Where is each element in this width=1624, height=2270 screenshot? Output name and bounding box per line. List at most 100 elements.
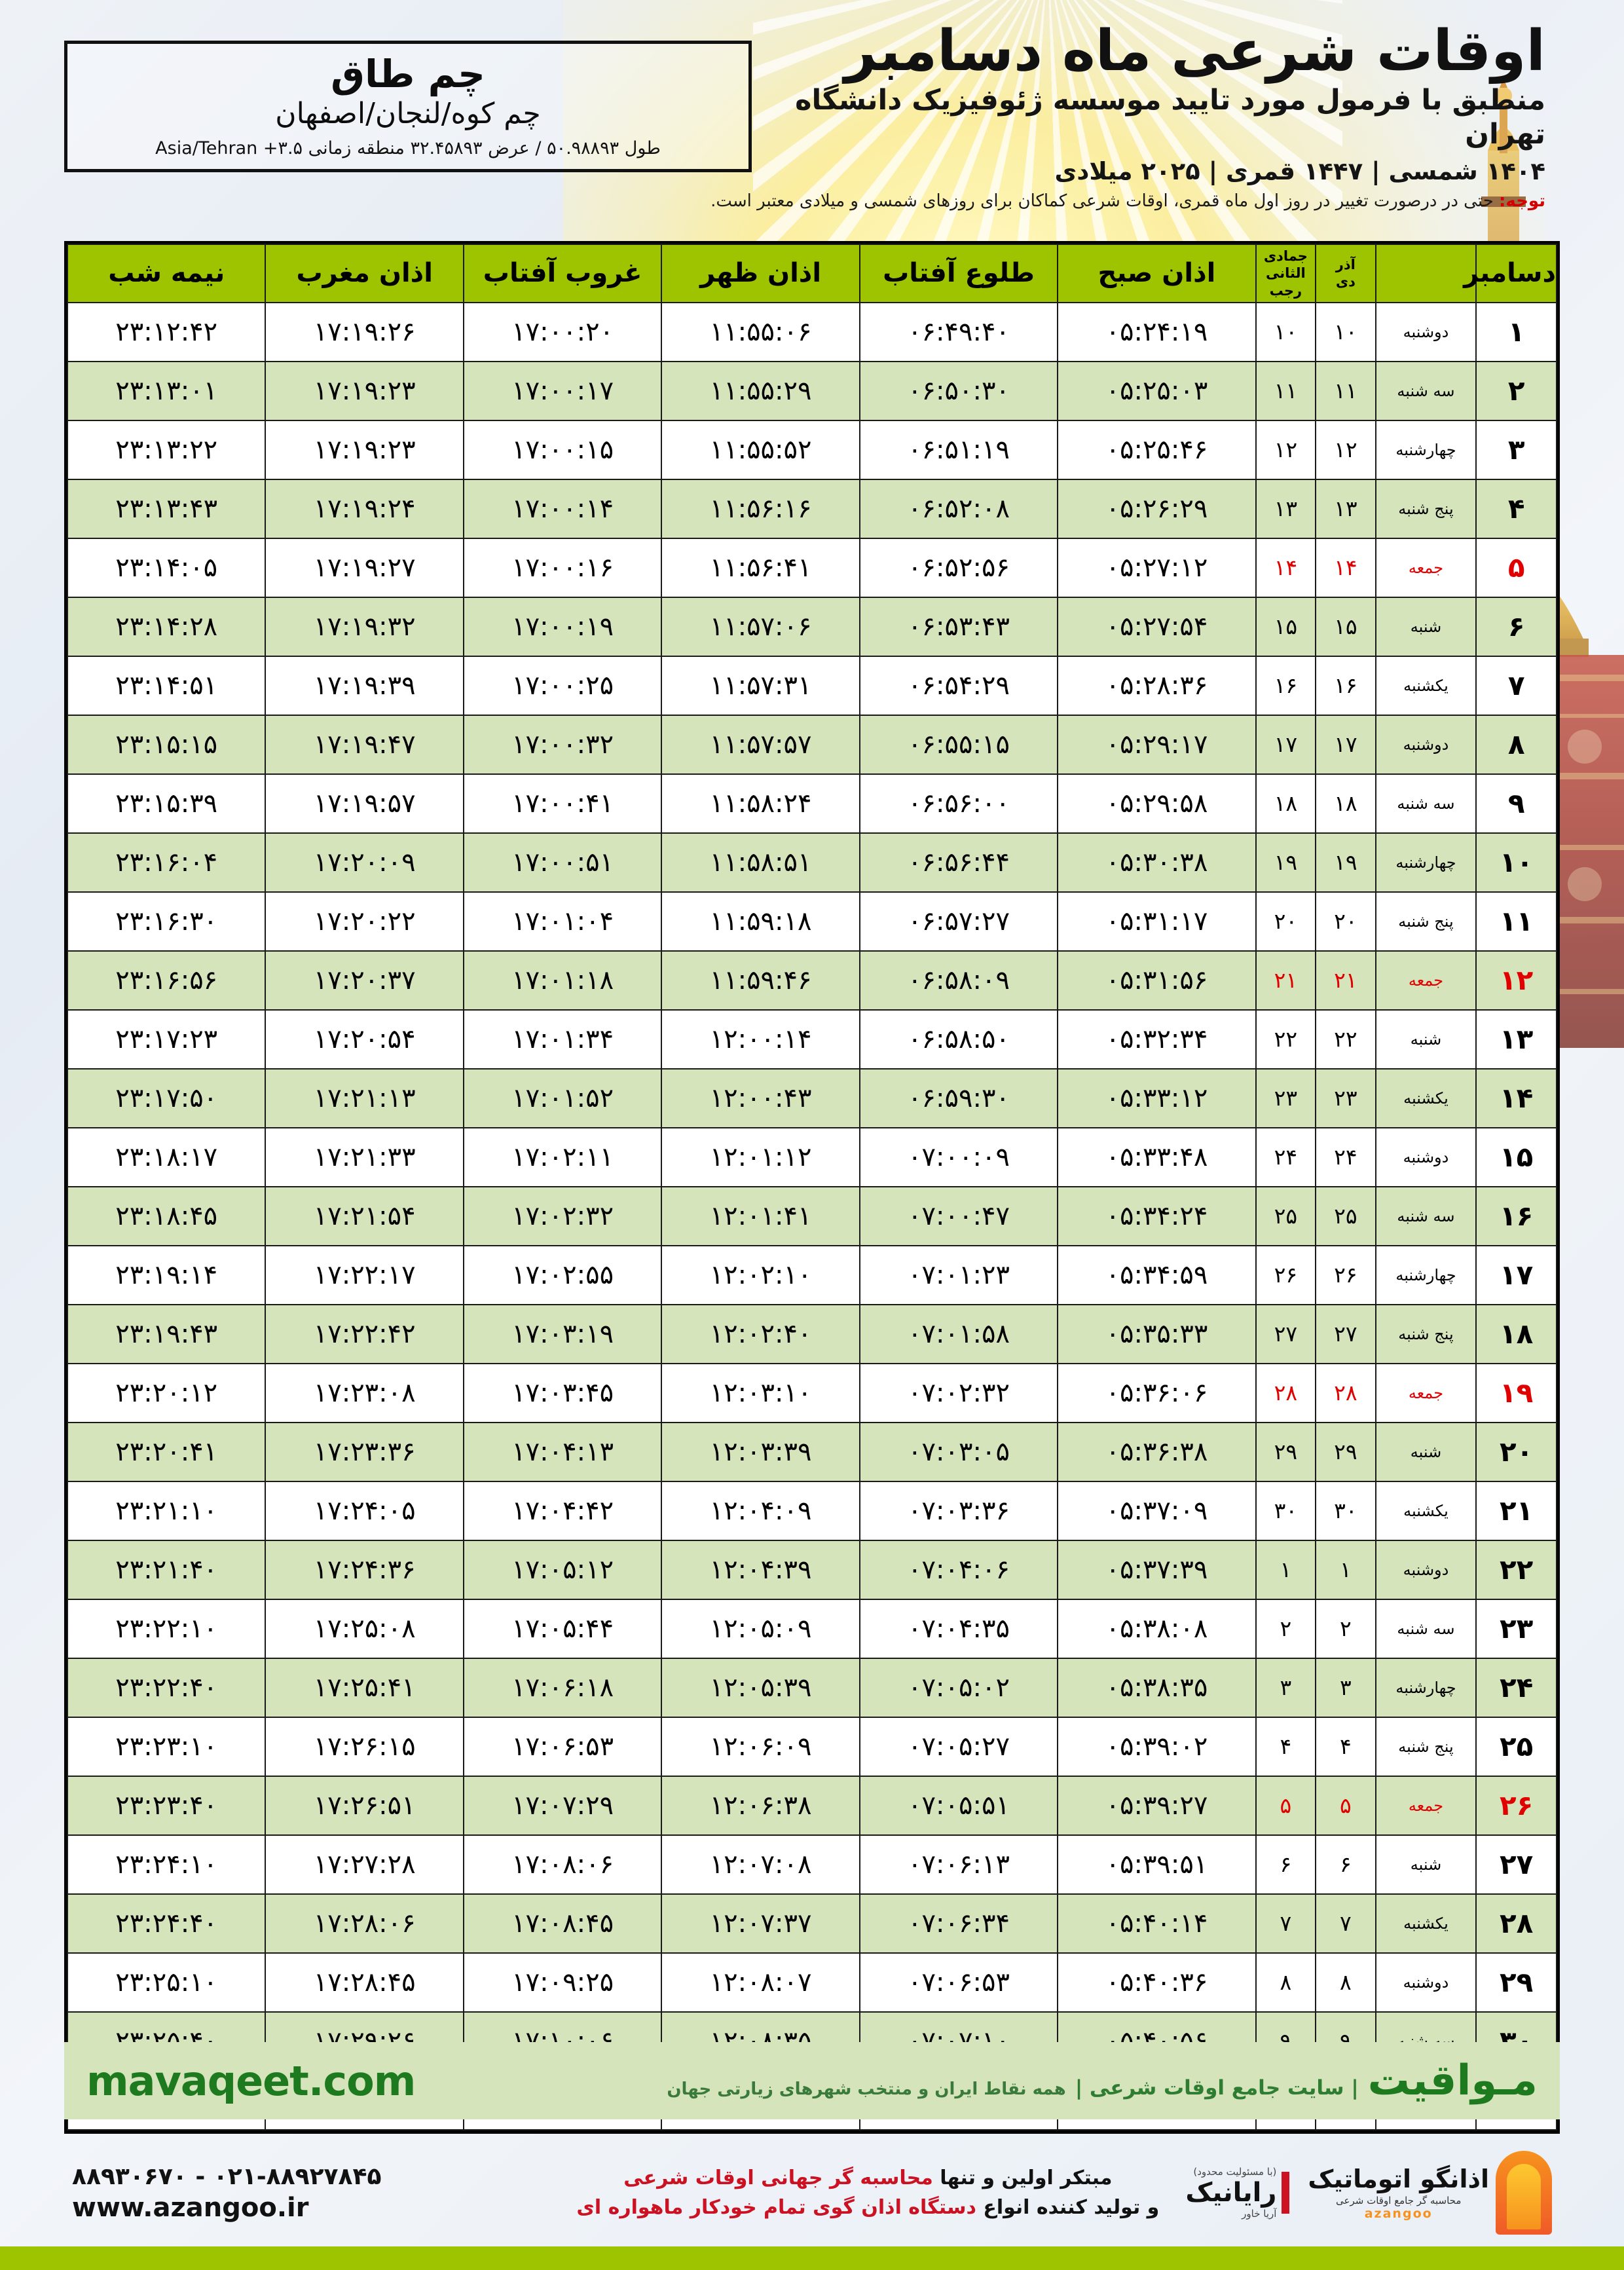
table-cell-dhuhr: ۱۲:۰۲:۴۰ [661, 1303, 860, 1364]
th-sunrise: طلوع آفتاب [858, 244, 1059, 303]
table-cell-fajr: ۰۵:۲۸:۳۶ [1057, 655, 1257, 716]
table-cell-hijri: ۱۹ [1255, 832, 1317, 893]
table-cell-hijri: ۳ [1255, 1657, 1317, 1718]
table-cell-midnight: ۲۳:۱۵:۳۹ [66, 773, 267, 834]
table-cell-midnight: ۲۳:۲۳:۴۰ [66, 1775, 267, 1836]
table-cell-maghrib: ۱۷:۲۵:۴۱ [265, 1657, 464, 1718]
table-cell-fajr: ۰۵:۲۵:۴۶ [1057, 419, 1257, 480]
table-cell-sunrise: ۰۶:۵۵:۱۵ [858, 714, 1059, 775]
rayaneek-logo: (با مسئولیت محدود) رایانیک آریا خاور [1185, 2166, 1290, 2220]
th-midnight: نیمه شب [66, 244, 267, 303]
table-cell-sunset: ۱۷:۰۰:۱۵ [462, 419, 663, 480]
table-cell-sunset: ۱۷:۰۰:۲۰ [462, 301, 663, 362]
page-title: اوقات شرعی ماه دسامبر [844, 18, 1546, 84]
table-cell-day: ۵ [1475, 537, 1557, 598]
table-cell-fajr: ۰۵:۳۱:۵۶ [1057, 950, 1257, 1011]
th-maghrib: اذان مغرب [265, 244, 464, 303]
rayaneek-bar-icon [1282, 2172, 1290, 2214]
table-cell-midnight: ۲۳:۱۲:۴۲ [66, 301, 267, 362]
table-cell-day: ۱۱ [1475, 891, 1557, 952]
table-cell-dhuhr: ۱۲:۰۱:۴۱ [661, 1185, 860, 1246]
table-cell-midnight: ۲۳:۲۱:۱۰ [66, 1480, 267, 1541]
note-line: توجه: حتی در درصورت تغییر در روز اول ماه… [710, 191, 1545, 211]
table-cell-dhuhr: ۱۱:۵۷:۵۷ [661, 714, 860, 775]
table-row: ۸ دوشنبه ۱۷ ۱۷ ۰۵:۲۹:۱۷ ۰۶:۵۵:۱۵ ۱۱:۵۷:۵۷ ۱۷:۰۰… [66, 714, 1557, 775]
banner-tagline: | سایت جامع اوقات شرعی | [1075, 2076, 1359, 2100]
table-cell-solar: ۶ [1315, 1834, 1376, 1895]
table-cell-day: ۲ [1475, 360, 1557, 421]
table-cell-day: ۲۴ [1475, 1657, 1557, 1718]
table-cell-solar: ۱ [1315, 1539, 1376, 1600]
table-cell-maghrib: ۱۷:۲۳:۰۸ [265, 1362, 464, 1423]
table-cell-midnight: ۲۳:۱۴:۰۵ [66, 537, 267, 598]
table-cell-maghrib: ۱۷:۲۴:۳۶ [265, 1539, 464, 1600]
table-cell-fajr: ۰۵:۳۸:۳۵ [1057, 1657, 1257, 1718]
azangoo-sub: محاسبه گر جامع اوقات شرعی [1336, 2195, 1462, 2206]
footer-slogan-line2: و تولید کننده انواع دستگاه اذان گوی تمام… [576, 2193, 1159, 2222]
table-cell-hijri: ۱۳ [1255, 478, 1317, 539]
table-cell-sunrise: ۰۷:۰۱:۲۳ [858, 1244, 1059, 1305]
table-cell-hijri: ۱۷ [1255, 714, 1317, 775]
table-cell-day: ۱۸ [1475, 1303, 1557, 1364]
table-cell-sunrise: ۰۷:۰۲:۳۲ [858, 1362, 1059, 1423]
table-cell-solar: ۱۲ [1315, 419, 1376, 480]
table-cell-sunrise: ۰۷:۰۰:۰۹ [858, 1126, 1059, 1187]
table-cell-maghrib: ۱۷:۲۳:۳۶ [265, 1421, 464, 1482]
rayaneek-sub2: آریا خاور [1242, 2208, 1277, 2220]
table-cell-sunset: ۱۷:۰۸:۰۶ [462, 1834, 663, 1895]
table-cell-dhuhr: ۱۲:۰۷:۰۸ [661, 1834, 860, 1895]
table-cell-sunset: ۱۷:۰۰:۴۱ [462, 773, 663, 834]
table-cell-fajr: ۰۵:۳۲:۳۴ [1057, 1009, 1257, 1070]
footer-logos: اذانگو اتوماتیک محاسبه گر جامع اوقات شرع… [1185, 2151, 1552, 2235]
banner-description: همه نقاط ایران و منتخب شهرهای زیارتی جها… [667, 2079, 1066, 2099]
table-cell-fajr: ۰۵:۳۵:۳۳ [1057, 1303, 1257, 1364]
table-cell-day: ۲۶ [1475, 1775, 1557, 1836]
table-cell-midnight: ۲۳:۱۷:۲۳ [66, 1009, 267, 1070]
table-cell-day: ۷ [1475, 655, 1557, 716]
footer-phone: ۰۲۱-۸۸۹۲۷۸۴۵ - ۸۸۹۳۰۶۷۰ [72, 2163, 382, 2190]
table-cell-dhuhr: ۱۱:۵۵:۵۲ [661, 419, 860, 480]
table-cell-sunset: ۱۷:۰۱:۱۸ [462, 950, 663, 1011]
table-cell-day: ۶ [1475, 596, 1557, 657]
table-cell-sunrise: ۰۷:۰۵:۲۷ [858, 1716, 1059, 1777]
table-cell-sunrise: ۰۷:۰۳:۰۵ [858, 1421, 1059, 1482]
right-edge-strip [1562, 0, 1624, 2270]
table-cell-day: ۱۶ [1475, 1185, 1557, 1246]
azangoo-name: اذانگو اتوماتیک [1308, 2165, 1489, 2193]
table-row: ۴ پنج شنبه ۱۳ ۱۳ ۰۵:۲۶:۲۹ ۰۶:۵۲:۰۸ ۱۱:۵۶:۱۶ ۱۷:… [66, 478, 1557, 539]
table-row: ۲۷ شنبه ۶ ۶ ۰۵:۳۹:۵۱ ۰۷:۰۶:۱۳ ۱۲:۰۷:۰۸ ۱۷:۰۸:۰۶… [66, 1834, 1557, 1895]
table-cell-sunset: ۱۷:۰۳:۴۵ [462, 1362, 663, 1423]
table-cell-dhuhr: ۱۲:۰۵:۰۹ [661, 1598, 860, 1659]
table-cell-midnight: ۲۳:۱۶:۳۰ [66, 891, 267, 952]
table-cell-sunset: ۱۷:۰۰:۳۲ [462, 714, 663, 775]
table-cell-sunset: ۱۷:۰۰:۱۶ [462, 537, 663, 598]
table-cell-dhuhr: ۱۱:۵۸:۲۴ [661, 773, 860, 834]
table-cell-sunset: ۱۷:۰۰:۵۱ [462, 832, 663, 893]
table-row: ۲۹ دوشنبه ۸ ۸ ۰۵:۴۰:۳۶ ۰۷:۰۶:۵۳ ۱۲:۰۸:۰۷ ۱۷:۰۹:… [66, 1952, 1557, 2013]
footer-website[interactable]: www.azangoo.ir [72, 2192, 309, 2223]
table-cell-fajr: ۰۵:۲۵:۰۳ [1057, 360, 1257, 421]
table-row: ۲۳ سه شنبه ۲ ۲ ۰۵:۳۸:۰۸ ۰۷:۰۴:۳۵ ۱۲:۰۵:۰۹ ۱۷:۰۵… [66, 1598, 1557, 1659]
table-cell-sunrise: ۰۷:۰۵:۵۱ [858, 1775, 1059, 1836]
table-cell-weekday: پنج شنبه [1375, 891, 1477, 952]
table-cell-maghrib: ۱۷:۱۹:۳۲ [265, 596, 464, 657]
table-cell-midnight: ۲۳:۱۴:۲۸ [66, 596, 267, 657]
table-cell-sunrise: ۰۷:۰۳:۳۶ [858, 1480, 1059, 1541]
location-coordinates: طول ۵۰.۹۸۸۹۳ / عرض ۳۲.۴۵۸۹۳ منطقه زمانی … [155, 138, 661, 158]
table-cell-dhuhr: ۱۱:۵۹:۴۶ [661, 950, 860, 1011]
table-cell-maghrib: ۱۷:۲۲:۱۷ [265, 1244, 464, 1305]
banner-url[interactable]: mavaqeet.com [86, 2056, 416, 2105]
table-cell-dhuhr: ۱۲:۰۸:۰۷ [661, 1952, 860, 2013]
table-cell-sunset: ۱۷:۰۳:۱۹ [462, 1303, 663, 1364]
table-cell-sunrise: ۰۷:۰۱:۵۸ [858, 1303, 1059, 1364]
table-cell-hijri: ۱۰ [1255, 301, 1317, 362]
table-cell-sunrise: ۰۶:۵۲:۵۶ [858, 537, 1059, 598]
table-cell-midnight: ۲۳:۱۳:۰۱ [66, 360, 267, 421]
table-cell-hijri: ۱۴ [1255, 537, 1317, 598]
table-cell-sunset: ۱۷:۰۴:۴۲ [462, 1480, 663, 1541]
dome-icon [1496, 2151, 1552, 2235]
table-cell-weekday: دوشنبه [1375, 1539, 1477, 1600]
table-cell-dhuhr: ۱۲:۰۳:۳۹ [661, 1421, 860, 1482]
table-cell-hijri: ۲۴ [1255, 1126, 1317, 1187]
table-cell-fajr: ۰۵:۳۶:۰۶ [1057, 1362, 1257, 1423]
